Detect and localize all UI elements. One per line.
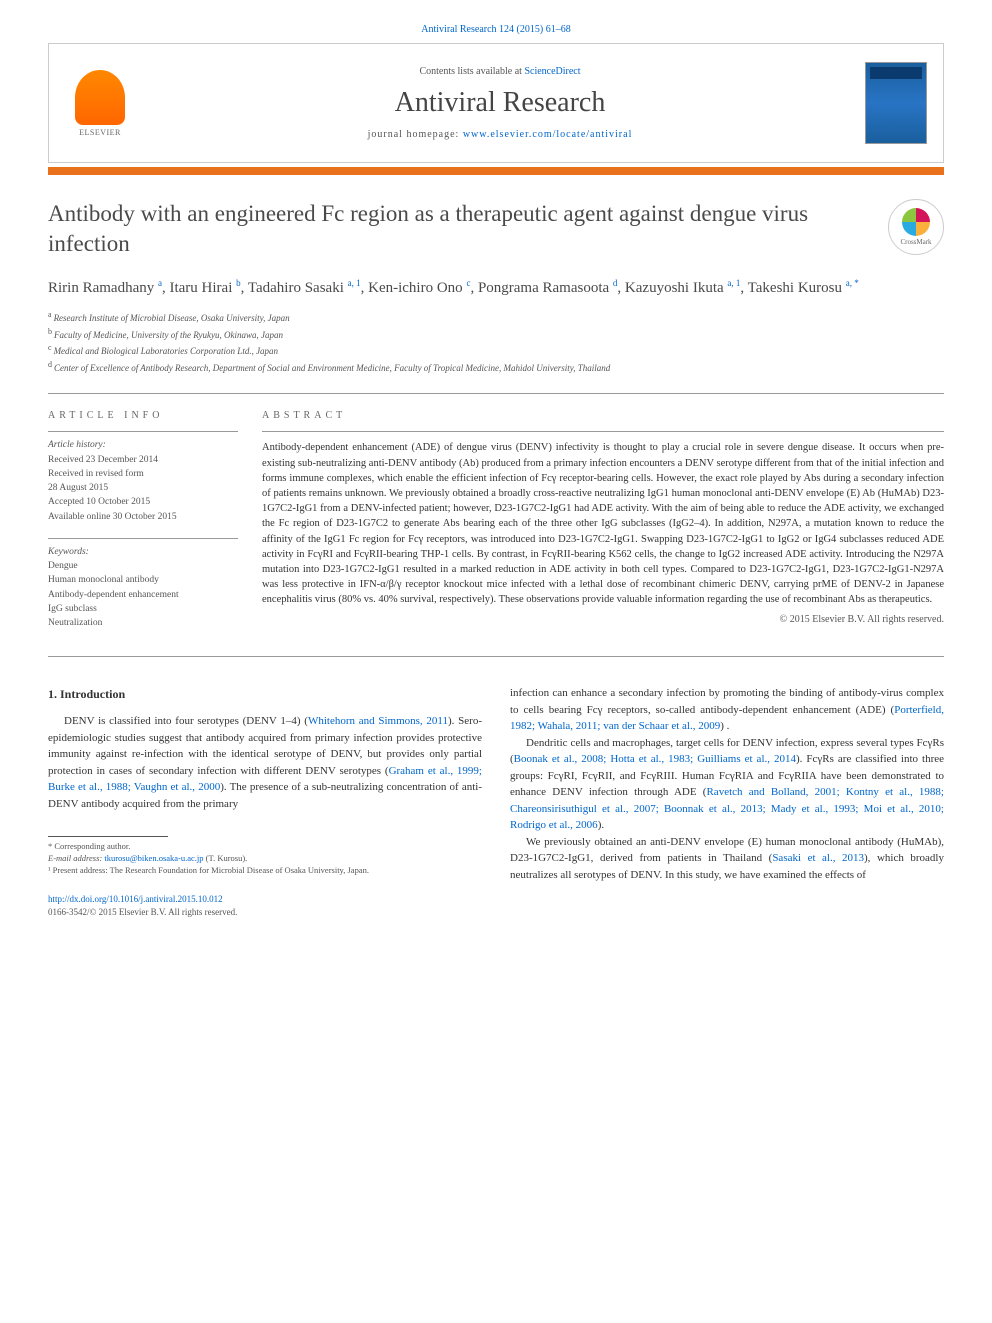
contents-available-text: Contents lists available at ScienceDirec… [135,66,865,77]
corresponding-author-note: * Corresponding author. [48,841,482,853]
author-affil-sup[interactable]: a, 1 [348,278,361,288]
history-label: Article history: [48,438,238,452]
history-line: Received in revised form [48,467,238,481]
author-name: Itaru Hirai b [169,280,240,296]
body-columns: 1. Introduction DENV is classified into … [48,685,944,918]
history-line: Accepted 10 October 2015 [48,495,238,509]
history-line: Available online 30 October 2015 [48,510,238,524]
history-line: 28 August 2015 [48,481,238,495]
affil-sup: b [48,327,54,336]
keyword-line: IgG subclass [48,602,238,616]
crossmark-icon [902,208,930,236]
email-label: E-mail address: [48,853,104,863]
affiliation-line: c Medical and Biological Laboratories Co… [48,342,944,359]
journal-homepage-line: journal homepage: www.elsevier.com/locat… [135,129,865,140]
journal-homepage-link[interactable]: www.elsevier.com/locate/antiviral [463,129,633,140]
body-column-right: infection can enhance a secondary infect… [510,685,944,918]
intro-paragraph-1-cont: infection can enhance a secondary infect… [510,685,944,735]
body-column-left: 1. Introduction DENV is classified into … [48,685,482,918]
intro-paragraph-2: Dendritic cells and macrophages, target … [510,735,944,834]
intro-paragraph-3: We previously obtained an anti-DENV enve… [510,834,944,884]
abstract-bottom-divider [48,656,944,657]
issn-copyright-line: 0166-3542/© 2015 Elsevier B.V. All right… [48,906,482,919]
header-center: Contents lists available at ScienceDirec… [135,66,865,140]
author-name: Tadahiro Sasaki a, 1 [248,280,361,296]
keyword-line: Antibody-dependent enhancement [48,588,238,602]
publisher-name: ELSEVIER [79,128,121,137]
introduction-heading: 1. Introduction [48,685,482,703]
elsevier-logo[interactable]: ELSEVIER [65,63,135,143]
affiliation-line: d Center of Excellence of Antibody Resea… [48,359,944,376]
title-row: Antibody with an engineered Fc region as… [48,199,944,259]
author-name: Takeshi Kurosu a, * [748,280,859,296]
journal-name: Antiviral Research [135,87,865,119]
author-affil-sup[interactable]: d [613,278,618,288]
article-info-column: ARTICLE INFO Article history: Received 2… [48,394,238,644]
elsevier-tree-icon [75,70,125,125]
article-title: Antibody with an engineered Fc region as… [48,199,872,259]
author-affil-sup[interactable]: c [466,278,470,288]
abstract-copyright: © 2015 Elsevier B.V. All rights reserved… [262,614,944,625]
author-affil-sup[interactable]: a, * [846,278,859,288]
affil-sup: d [48,360,54,369]
affiliation-line: a Research Institute of Microbial Diseas… [48,309,944,326]
doi-link[interactable]: http://dx.doi.org/10.1016/j.antiviral.20… [48,894,223,904]
email-name: (T. Kurosu). [204,853,248,863]
article-history-block: Article history: Received 23 December 20… [48,431,238,524]
info-abstract-row: ARTICLE INFO Article history: Received 2… [48,394,944,644]
affiliation-line: b Faculty of Medicine, University of the… [48,326,944,343]
author-name: Pongrama Ramasoota d [478,280,617,296]
keywords-label: Keywords: [48,545,238,559]
p1c-text-b: ) . [720,720,729,732]
footnote-divider [48,836,168,837]
author-email-link[interactable]: tkurosu@biken.osaka-u.ac.jp [104,853,203,863]
affil-sup: a [48,310,54,319]
journal-cover-thumbnail[interactable] [865,62,927,144]
affiliations-block: a Research Institute of Microbial Diseas… [48,309,944,375]
ref-link-sasaki[interactable]: Sasaki et al., 2013 [772,852,864,864]
homepage-label: journal homepage: [368,129,463,140]
history-line: Received 23 December 2014 [48,453,238,467]
ref-link-boonak[interactable]: Boonak et al., 2008; Hotta et al., 1983;… [514,753,796,765]
affil-sup: c [48,343,54,352]
p2-text-c: ). [598,819,604,831]
footnotes-block: * Corresponding author. E-mail address: … [48,841,482,877]
p1c-text-a: infection can enhance a secondary infect… [510,687,944,716]
keyword-line: Human monoclonal antibody [48,573,238,587]
crossmark-label: CrossMark [900,238,931,246]
keywords-block: Keywords: DengueHuman monoclonal antibod… [48,538,238,631]
ref-link-whitehorn[interactable]: Whitehorn and Simmons, 2011 [308,715,448,727]
contents-prefix: Contents lists available at [419,66,524,77]
author-affil-sup[interactable]: a [158,278,162,288]
orange-divider-bar [48,167,944,175]
doi-block: http://dx.doi.org/10.1016/j.antiviral.20… [48,893,482,918]
abstract-heading: ABSTRACT [262,410,944,421]
author-affil-sup[interactable]: a, 1 [727,278,740,288]
email-line: E-mail address: tkurosu@biken.osaka-u.ac… [48,853,482,865]
crossmark-badge[interactable]: CrossMark [888,199,944,255]
sciencedirect-link[interactable]: ScienceDirect [524,66,580,77]
p1-text-a: DENV is classified into four serotypes (… [64,715,308,727]
keyword-line: Neutralization [48,616,238,630]
author-name: Kazuyoshi Ikuta a, 1 [625,280,740,296]
header-citation[interactable]: Antiviral Research 124 (2015) 61–68 [48,24,944,35]
author-name: Ken-ichiro Ono c [368,280,470,296]
abstract-text: Antibody-dependent enhancement (ADE) of … [262,431,944,607]
keyword-line: Dengue [48,559,238,573]
author-affil-sup[interactable]: b [236,278,241,288]
present-address-note: ¹ Present address: The Research Foundati… [48,865,482,877]
abstract-column: ABSTRACT Antibody-dependent enhancement … [262,394,944,644]
article-info-heading: ARTICLE INFO [48,410,238,421]
intro-paragraph-1: DENV is classified into four serotypes (… [48,713,482,812]
authors-line: Ririn Ramadhany a, Itaru Hirai b, Tadahi… [48,277,944,300]
journal-header-box: ELSEVIER Contents lists available at Sci… [48,43,944,163]
author-name: Ririn Ramadhany a [48,280,162,296]
